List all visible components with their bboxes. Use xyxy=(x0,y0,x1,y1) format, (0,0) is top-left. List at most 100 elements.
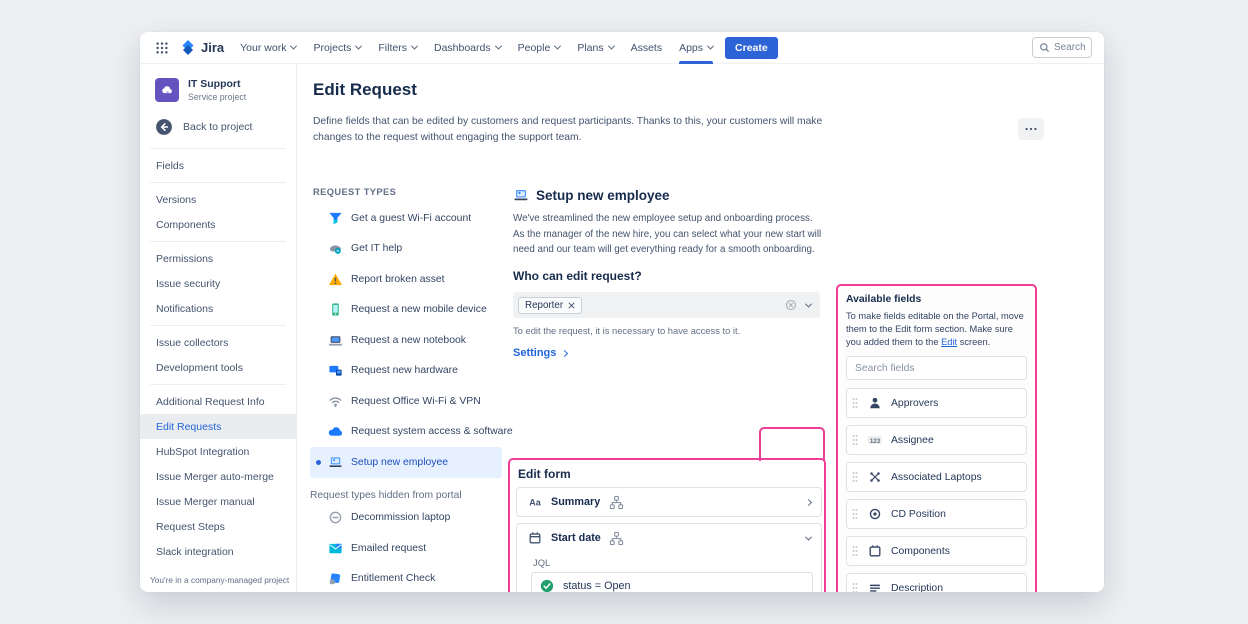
annotation-connector xyxy=(759,427,825,461)
nav-item[interactable]: People xyxy=(518,32,562,64)
email-icon xyxy=(327,540,343,556)
request-type-item[interactable]: Request a new notebook xyxy=(310,325,502,356)
sidebar-item[interactable]: Fields xyxy=(156,159,185,172)
chevron-down-icon xyxy=(290,42,298,50)
it-help-icon xyxy=(327,241,343,257)
available-fields-heading: Available fields xyxy=(846,294,922,305)
hidden-request-type-item[interactable]: Emailed request xyxy=(310,533,502,564)
top-navigation: Jira Your work Projects Filters xyxy=(140,32,1104,64)
nav-item[interactable]: Filters xyxy=(378,32,419,64)
available-field-card[interactable]: 123 Assignee xyxy=(846,425,1027,456)
jira-app-window: Jira Your work Projects Filters xyxy=(140,32,1104,592)
decommission-icon xyxy=(327,510,343,526)
who-can-edit-heading: Who can edit request? xyxy=(513,269,642,284)
create-button[interactable]: Create xyxy=(725,36,778,59)
nav-item[interactable]: Apps xyxy=(679,32,715,64)
sidebar-item[interactable]: Issue Merger auto-merge xyxy=(156,470,274,483)
sidebar-item[interactable]: Permissions xyxy=(156,252,214,265)
request-type-item[interactable]: Request new hardware xyxy=(310,356,502,387)
text-style-icon: Aa xyxy=(527,494,543,510)
who-can-edit-helper: To edit the request, it is necessary to … xyxy=(513,325,741,337)
chevron-down-icon xyxy=(355,42,363,50)
back-to-project[interactable]: Back to project xyxy=(140,112,296,144)
jql-label: JQL xyxy=(533,557,551,568)
sidebar-footer-note: You're in a company-managed project xyxy=(150,575,290,585)
request-type-item[interactable]: Request a new mobile device xyxy=(310,295,502,326)
clear-select-icon[interactable] xyxy=(785,299,797,311)
nav-menu: Your work Projects Filters Dashboards xyxy=(240,32,715,64)
nav-item[interactable]: Your work xyxy=(240,32,298,64)
nav-item[interactable]: Assets xyxy=(630,41,663,54)
available-field-card[interactable]: Components xyxy=(846,536,1027,567)
search-box[interactable]: Search xyxy=(1032,37,1092,58)
drag-handle-icon[interactable] xyxy=(851,470,859,484)
available-field-card[interactable]: Associated Laptops xyxy=(846,462,1027,493)
drag-handle-icon[interactable] xyxy=(851,544,859,558)
request-type-item[interactable]: Get IT help xyxy=(310,234,502,265)
sidebar-item[interactable]: Notifications xyxy=(156,302,214,315)
check-circle-icon xyxy=(540,579,554,593)
request-type-item[interactable]: Report broken asset xyxy=(310,264,502,295)
search-fields-input[interactable] xyxy=(846,356,1027,381)
page-description: Define fields that can be edited by cust… xyxy=(313,116,823,144)
sidebar-item[interactable]: Components xyxy=(156,218,216,231)
drag-handle-icon[interactable] xyxy=(851,581,859,592)
who-can-edit-select[interactable]: Reporter xyxy=(513,292,820,319)
remove-tag-icon[interactable] xyxy=(568,302,575,309)
calendar-icon xyxy=(867,543,883,559)
field-card-summary[interactable]: Aa Summary xyxy=(516,487,822,517)
available-fields-panel: Available fields To make fields editable… xyxy=(836,284,1037,592)
search-placeholder: Search xyxy=(1054,42,1086,53)
number-123-icon: 123 xyxy=(867,432,883,448)
hidden-request-type-item[interactable]: Entitlement Check xyxy=(310,564,502,593)
hierarchy-icon xyxy=(609,530,625,546)
target-icon xyxy=(867,506,883,522)
sidebar-item[interactable]: Additional Request Info xyxy=(156,395,265,408)
jira-logo-icon xyxy=(180,40,196,56)
employee-icon xyxy=(513,187,529,203)
request-type-item[interactable]: Request Office Wi-Fi & VPN xyxy=(310,386,502,417)
request-type-item[interactable]: Request system access & software xyxy=(310,417,513,448)
nav-item[interactable]: Projects xyxy=(313,32,363,64)
chevron-down-icon xyxy=(706,42,715,50)
nav-item[interactable]: Plans xyxy=(577,32,615,64)
available-field-card[interactable]: CD Position xyxy=(846,499,1027,530)
hardware-icon xyxy=(327,363,343,379)
sidebar-item[interactable]: Issue Merger manual xyxy=(156,495,255,508)
person-icon xyxy=(867,395,883,411)
sidebar-item[interactable]: Issue collectors xyxy=(156,336,229,349)
sidebar-item[interactable]: Development tools xyxy=(156,361,243,374)
back-label: Back to project xyxy=(183,121,253,133)
project-avatar xyxy=(155,78,179,102)
jira-logo-text: Jira xyxy=(201,40,225,55)
page-title: Edit Request xyxy=(313,80,417,99)
sidebar-item[interactable]: Versions xyxy=(156,193,197,206)
sidebar-item[interactable]: Request Steps xyxy=(156,520,225,533)
project-name: IT Support xyxy=(188,78,241,91)
hidden-request-type-item[interactable]: Decommission laptop xyxy=(310,503,502,534)
app-switcher-icon[interactable] xyxy=(152,38,172,58)
drag-handle-icon[interactable] xyxy=(851,396,859,410)
jql-input[interactable]: status = Open xyxy=(531,572,813,592)
edit-form-section: Edit form Aa Summary xyxy=(508,458,826,592)
more-actions-button[interactable] xyxy=(1018,118,1044,140)
drag-handle-icon[interactable] xyxy=(851,507,859,521)
chevron-down-icon xyxy=(410,42,419,50)
jira-logo[interactable]: Jira xyxy=(180,40,224,56)
edit-screen-link[interactable]: Edit xyxy=(941,336,958,347)
available-field-card[interactable]: Approvers xyxy=(846,388,1027,419)
cloud-icon xyxy=(327,424,343,440)
divider xyxy=(150,182,286,183)
field-card-start-date[interactable]: Start date JQL status = Open xyxy=(516,523,822,592)
nav-item[interactable]: Dashboards xyxy=(434,32,502,64)
sidebar-item[interactable]: Edit Requests xyxy=(140,414,296,439)
sidebar-item[interactable]: HubSpot Integration xyxy=(156,445,250,458)
request-type-item[interactable]: Setup new employee xyxy=(310,447,502,478)
drag-handle-icon[interactable] xyxy=(851,433,859,447)
settings-link[interactable]: Settings xyxy=(513,347,569,359)
sidebar-item[interactable]: Issue security xyxy=(156,277,221,290)
request-detail-panel: Setup new employee We've streamlined the… xyxy=(508,187,831,592)
request-type-item[interactable]: Get a guest Wi-Fi account xyxy=(310,203,502,234)
sidebar-item[interactable]: Slack integration xyxy=(156,545,234,558)
available-field-card[interactable]: Description xyxy=(846,573,1027,592)
